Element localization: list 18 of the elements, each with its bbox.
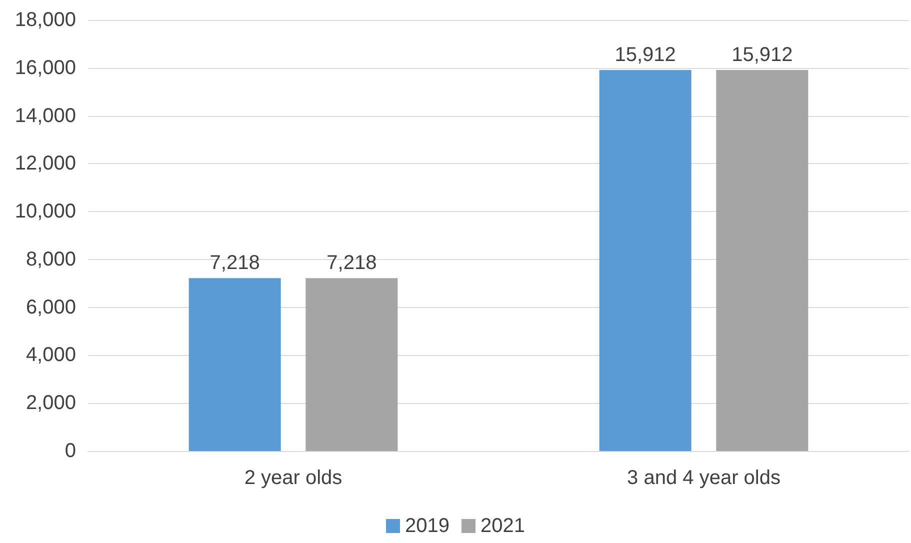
y-tick-label: 18,000 [14,9,76,31]
y-tick-label: 8,000 [26,248,76,270]
y-tick-label: 10,000 [14,200,76,223]
data-label: 7,218 [326,252,377,274]
data-label: 7,218 [210,252,260,274]
y-tick-label: 14,000 [14,104,76,127]
y-tick-label: 2,000 [26,392,76,414]
y-tick-label: 16,000 [14,56,76,79]
y-tick-label: 4,000 [26,344,76,366]
y-tick-label: 12,000 [14,152,76,175]
data-label: 15,912 [614,44,676,66]
legend-label: 2021 [480,515,525,537]
x-tick-label: 2 year olds [244,467,342,489]
x-tick-label: 3 and 4 year olds [627,467,780,489]
y-tick-label: 6,000 [26,296,76,318]
y-tick-label: 0 [64,440,76,462]
legend-label: 2019 [405,515,450,537]
data-label: 15,912 [732,44,793,66]
